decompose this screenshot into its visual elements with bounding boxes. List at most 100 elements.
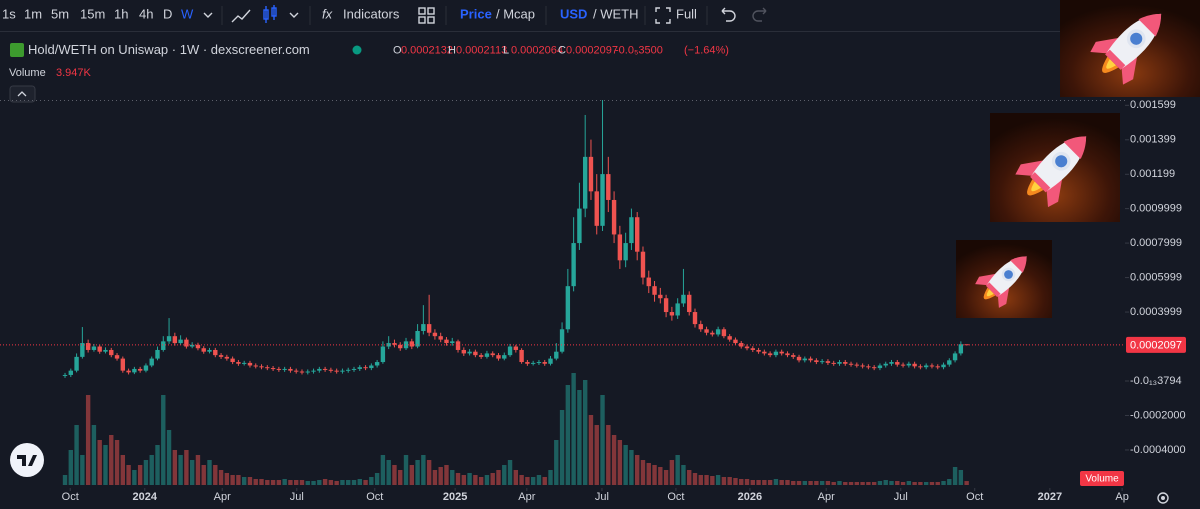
- candle-body: [912, 363, 917, 367]
- collapse-button[interactable]: [9, 85, 36, 103]
- candle-body: [207, 349, 212, 352]
- volume-bar: [317, 480, 322, 485]
- volume-bar: [542, 477, 547, 485]
- candle-body: [398, 344, 403, 349]
- currency-toggle[interactable]: USD: [560, 6, 587, 21]
- collapse-icon[interactable]: [17, 91, 27, 97]
- fullscreen-icon[interactable]: [655, 7, 671, 24]
- candle-body: [132, 368, 137, 373]
- line-chart-icon[interactable]: [231, 9, 251, 23]
- volume-bar: [687, 470, 692, 485]
- volume-bar: [126, 465, 131, 485]
- candle-body: [629, 217, 634, 244]
- volume-bar: [513, 470, 519, 485]
- volume-bar: [796, 481, 802, 485]
- y-tick-label: 0.0003999: [1130, 306, 1182, 318]
- volume-bar: [415, 460, 420, 485]
- volume-bar: [68, 450, 73, 485]
- interval-button[interactable]: 1m: [24, 6, 42, 21]
- interval-button-active[interactable]: W: [181, 6, 194, 21]
- price-toggle[interactable]: Price: [460, 6, 492, 21]
- indicators-icon[interactable]: fx: [322, 6, 333, 21]
- volume-bar: [103, 445, 108, 485]
- indicators-button[interactable]: Indicators: [343, 6, 400, 21]
- undo-icon[interactable]: [721, 7, 736, 22]
- candle-body: [155, 349, 160, 359]
- volume-bar: [363, 480, 368, 485]
- x-tick-label: 2027: [1038, 491, 1062, 503]
- candle-body: [230, 358, 235, 363]
- volume-bar: [756, 480, 761, 485]
- volume-bar: [369, 477, 374, 485]
- volume-bar: [929, 482, 935, 485]
- y-tick-label: -0.0₁₃3794: [1130, 375, 1182, 387]
- candle-body: [837, 362, 842, 364]
- volume-bar: [467, 473, 472, 485]
- volume-bar: [189, 460, 195, 485]
- candle-body: [611, 199, 617, 235]
- candle-body: [421, 324, 426, 331]
- candle-body: [265, 367, 270, 369]
- fullscreen-button[interactable]: Full: [676, 6, 697, 21]
- candle-body: [687, 294, 692, 313]
- settings-icon[interactable]: [1157, 492, 1169, 504]
- interval-button[interactable]: 1s: [2, 6, 16, 21]
- interval-button[interactable]: 15m: [80, 6, 105, 21]
- candle-body: [895, 362, 900, 365]
- candle-body: [554, 351, 559, 359]
- volume-bar: [386, 460, 391, 485]
- interval-button[interactable]: 5m: [51, 6, 69, 21]
- quote-toggle[interactable]: / WETH: [593, 6, 639, 21]
- candle-body: [213, 349, 218, 356]
- candle-body: [727, 336, 732, 340]
- volume-bar: [762, 480, 767, 485]
- candle-body: [658, 294, 663, 299]
- x-tick-label: Oct: [62, 491, 79, 503]
- candle-icon[interactable]: [263, 5, 277, 23]
- volume-bar: [201, 465, 206, 485]
- candle-body: [438, 336, 443, 340]
- redo-icon[interactable]: [752, 7, 767, 22]
- rocket-image: [956, 240, 1052, 318]
- volume-bar: [952, 467, 958, 485]
- volume-bar: [450, 470, 455, 485]
- volume-bar: [733, 478, 738, 485]
- candle-body: [819, 361, 825, 363]
- candle-body: [444, 339, 449, 344]
- volume-bar: [889, 481, 894, 485]
- volume-bar: [311, 481, 316, 485]
- candle-body: [426, 324, 432, 333]
- candle-body: [143, 365, 149, 371]
- volume-bar: [629, 450, 634, 485]
- volume-bar: [74, 425, 79, 485]
- candle-body: [322, 368, 328, 370]
- volume-bar: [97, 440, 102, 485]
- y-tick-label: 0.001399: [1130, 134, 1176, 146]
- volume-bar: [640, 460, 646, 485]
- x-tick-label: Oct: [966, 491, 983, 503]
- candle-body: [311, 370, 316, 372]
- layout-icon[interactable]: [418, 7, 435, 24]
- volume-bar: [374, 473, 380, 485]
- dropdown-icon[interactable]: [289, 12, 299, 18]
- mcap-toggle[interactable]: / Mcap: [496, 6, 535, 21]
- candle-body: [715, 329, 721, 335]
- candle-body: [346, 369, 351, 371]
- candle-body: [317, 368, 322, 371]
- volume-bar: [328, 480, 334, 485]
- interval-button[interactable]: 4h: [139, 6, 153, 21]
- interval-button[interactable]: D: [163, 6, 172, 21]
- dropdown-icon[interactable]: [203, 12, 213, 18]
- candle-body: [710, 332, 715, 335]
- candle-body: [241, 362, 247, 364]
- y-tick-label: 0.001199: [1130, 168, 1175, 180]
- candle-body: [941, 364, 946, 368]
- interval-button[interactable]: 1h: [114, 6, 128, 21]
- volume-bar: [346, 480, 351, 485]
- candle-body: [91, 346, 97, 350]
- candle-body: [386, 343, 391, 347]
- volume-bar: [814, 481, 819, 485]
- volume-bar: [91, 425, 97, 485]
- volume-bar: [507, 460, 513, 485]
- volume-bar: [502, 465, 507, 485]
